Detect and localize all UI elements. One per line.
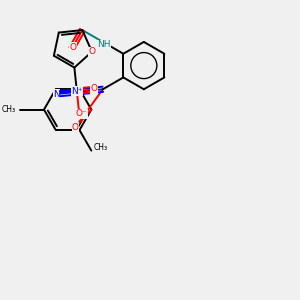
Text: N⁺: N⁺ (71, 87, 82, 96)
Text: O: O (91, 85, 98, 94)
Text: O: O (72, 123, 79, 132)
Text: N: N (53, 89, 60, 98)
Text: O: O (88, 47, 95, 56)
Text: NH: NH (98, 40, 111, 49)
Text: O⁻: O⁻ (76, 110, 88, 118)
Text: CH₃: CH₃ (93, 142, 107, 152)
Text: CH₃: CH₃ (2, 105, 16, 114)
Text: O: O (70, 43, 76, 52)
